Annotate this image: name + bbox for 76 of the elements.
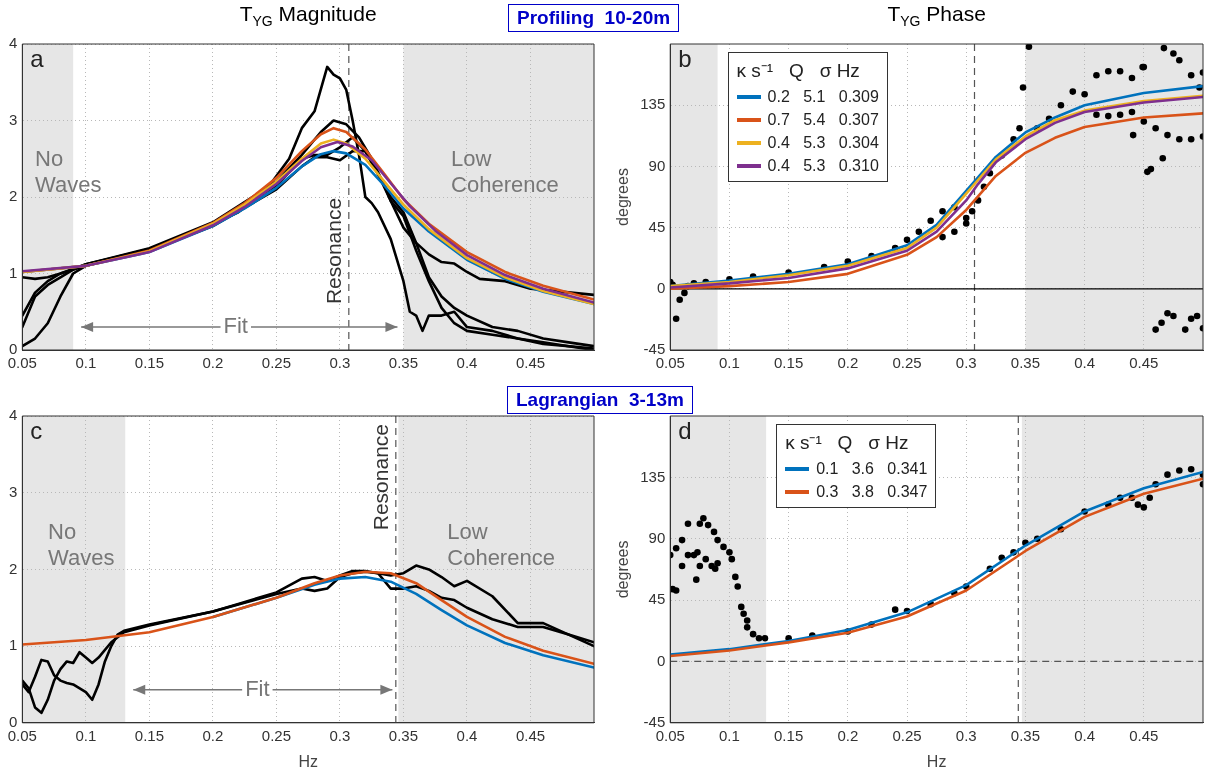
y-tick-label: 135: [640, 467, 666, 485]
x-tick-label: 0.35: [1010, 354, 1041, 372]
x-tick-label: 0.35: [388, 726, 419, 744]
x-tick-label: 0.15: [134, 354, 164, 372]
legend-label: 0.2 5.1 0.309: [767, 88, 879, 106]
chart-subtitle: Profiling 10-20m: [508, 4, 680, 32]
x-tick-label: 0.35: [1010, 726, 1041, 744]
x-tick-label: 0.3: [329, 354, 351, 372]
x-tick-label: 0.1: [75, 354, 97, 372]
legend-label: 0.7 5.4 0.307: [767, 111, 879, 129]
x-tick-label: 0.15: [134, 726, 164, 744]
y-tick-label: 2: [9, 559, 18, 577]
y-axis-title: degrees: [614, 168, 632, 226]
x-tick-label: 0.4: [1074, 354, 1096, 372]
x-tick-label: 0.4: [456, 726, 478, 744]
x-tick-label: 0.1: [75, 726, 97, 744]
chart-title: T$_{YG}$ Magnitude: [239, 2, 377, 30]
x-tick-label: 0.2: [837, 726, 859, 744]
x-tick-label: 0.15: [774, 354, 804, 372]
ref-line-label: Resonance: [321, 197, 345, 305]
x-tick-label: 0.3: [955, 726, 977, 744]
legend-label: 0.3 3.8 0.347: [816, 483, 928, 501]
y-tick-label: 4: [9, 406, 18, 424]
chart-title: T$_{YG}$ Phase: [886, 2, 987, 30]
y-tick-label: 1: [9, 636, 18, 654]
y-tick-label: 2: [9, 187, 18, 205]
y-tick-label: 0: [656, 651, 666, 669]
band-label: Low Coherence: [451, 146, 559, 198]
y-tick-label: 4: [9, 34, 18, 52]
legend-title: κ s⁻¹ Q σ Hz: [736, 59, 861, 83]
x-tick-label: 0.35: [388, 354, 419, 372]
ref-line-label: Resonance: [368, 424, 392, 531]
x-tick-label: 0.2: [202, 354, 224, 372]
chart-subtitle: Lagrangian 3-13m: [507, 386, 693, 414]
x-tick-label: 0.25: [261, 354, 292, 372]
annotation: c: [30, 416, 43, 444]
y-tick-label: 45: [648, 590, 666, 608]
y-tick-label: 3: [9, 110, 18, 128]
y-tick-label: 1: [9, 263, 18, 281]
band-label: No Waves: [48, 518, 115, 570]
legend-label: 0.1 3.6 0.341: [816, 460, 928, 478]
x-tick-label: 0.3: [329, 726, 351, 744]
x-tick-label: 0.25: [261, 726, 292, 744]
x-tick-label: 0.45: [1129, 354, 1159, 372]
y-tick-label: 135: [640, 95, 666, 113]
y-tick-label: 45: [648, 217, 666, 235]
legend-label: 0.4 5.3 0.304: [767, 134, 879, 152]
annotation: Fit: [245, 675, 270, 701]
x-tick-label: 0.45: [515, 726, 546, 744]
y-tick-label: 0: [656, 278, 666, 296]
annotation: d: [678, 416, 692, 444]
x-tick-label: 0.45: [515, 354, 546, 372]
annotation: a: [30, 44, 45, 72]
band-label: Low Coherence: [447, 518, 555, 570]
annotation: b: [678, 44, 692, 72]
x-tick-label: 0.4: [456, 354, 478, 372]
x-tick-label: 0.1: [718, 354, 740, 372]
y-axis-title: degrees: [614, 540, 632, 599]
x-tick-label: 0.45: [1129, 726, 1159, 744]
x-axis-title: Hz: [298, 752, 318, 770]
band-label: No Waves: [35, 146, 102, 198]
x-tick-label: 0.2: [837, 354, 859, 372]
annotation: Fit: [223, 313, 248, 339]
x-tick-label: 0.1: [718, 726, 740, 744]
x-tick-label: 0.25: [892, 726, 922, 744]
legend-label: 0.4 5.3 0.310: [767, 157, 879, 175]
y-tick-label: 3: [9, 482, 18, 500]
x-tick-label: 0.4: [1074, 726, 1096, 744]
y-tick-label: 90: [648, 156, 666, 174]
y-tick-label: 90: [648, 528, 666, 546]
x-tick-label: 0.2: [202, 726, 224, 744]
x-tick-label: 0.25: [892, 354, 922, 372]
legend-title: κ s⁻¹ Q σ Hz: [785, 431, 910, 455]
x-tick-label: 0.3: [955, 354, 977, 372]
x-axis-title: Hz: [926, 752, 947, 770]
x-tick-label: 0.15: [774, 726, 804, 744]
